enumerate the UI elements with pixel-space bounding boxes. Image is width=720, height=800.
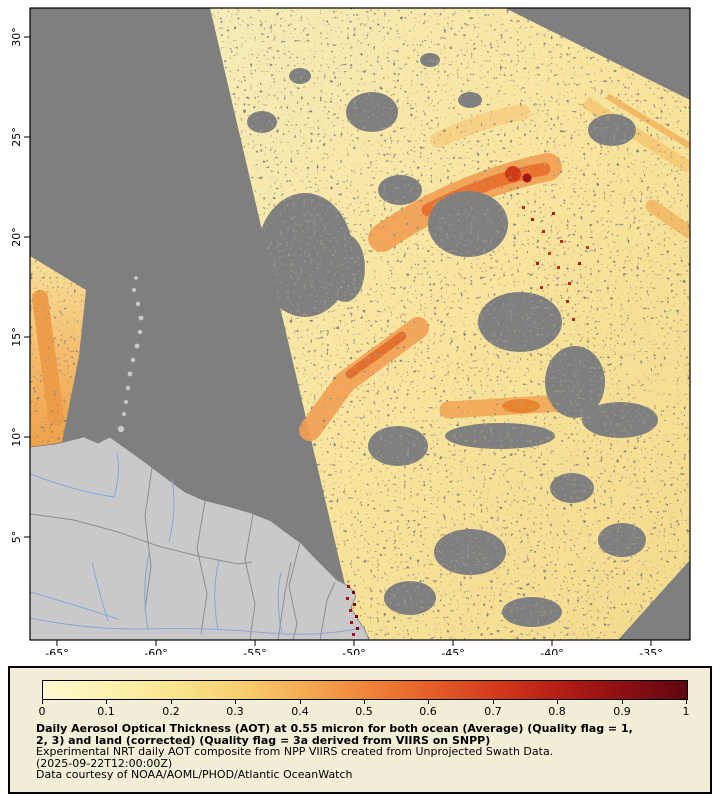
colorbar-tick-label: 0.5 (355, 705, 373, 718)
lon-tick-label: -60° (144, 647, 167, 655)
lon-tick-label: -50° (342, 647, 365, 655)
colorbar-tick-label: 0 (38, 705, 46, 718)
aot-map: 30° 25° 20° 15° 10° 5° -65° -60° -55° -5… (10, 7, 691, 660)
colorbar-tick (364, 699, 365, 704)
lon-tick-label: -45° (441, 647, 464, 655)
map-panel: 30° 25° 20° 15° 10° 5° -65° -60° -55° -5… (10, 7, 691, 660)
colorbar-tick (171, 699, 172, 704)
lat-tick-label: 25° (10, 127, 23, 147)
colorbar-tick (557, 699, 558, 704)
colorbar-tick-label: 0.3 (226, 705, 244, 718)
colorbar-tick (106, 699, 107, 704)
colorbar-tick (42, 699, 43, 704)
axis-ticks (24, 36, 652, 646)
map-frame (29, 7, 691, 641)
caption-credit: Data courtesy of NOAA/AOML/PHOD/Atlantic… (36, 768, 353, 781)
colorbar-tick-label: 0.7 (484, 705, 502, 718)
colorbar-tick-label: 0.2 (162, 705, 180, 718)
coastal-high-aot-pixels (346, 585, 359, 636)
caption-timestamp: (2025-09-22T12:00:00Z) (36, 756, 173, 770)
cloud-gaps (247, 53, 658, 627)
colorbar-tick-label: 0.9 (613, 705, 631, 718)
colorbar-tick (428, 699, 429, 704)
country-borders (30, 467, 336, 640)
caption-title-line-2: 2, 3) and land (corrected) (Quality flag… (36, 733, 491, 747)
islands-antilles (117, 276, 144, 433)
colorbar-tick (493, 699, 494, 704)
colorbar (42, 680, 688, 700)
rivers (30, 452, 362, 635)
lon-tick-label: -55° (243, 647, 266, 655)
legend-panel: 0 0.1 0.2 0.3 0.4 0.5 0.6 0.7 0.8 0.9 1 … (8, 666, 712, 794)
lat-tick-label: 5° (10, 531, 23, 544)
colorbar-tick-label: 0.8 (548, 705, 566, 718)
lat-axis-labels: 30° 25° 20° 15° 10° 5° (10, 27, 23, 543)
aerosol-red-pixels (522, 206, 589, 321)
colorbar-tick (235, 699, 236, 704)
colorbar-tick (686, 699, 687, 704)
colorbar-tick (300, 699, 301, 704)
lat-tick-label: 15° (10, 327, 23, 347)
land-south-america (30, 276, 370, 640)
lat-tick-label: 10° (10, 427, 23, 447)
legend-caption: Daily Aerosol Optical Thickness (AOT) at… (36, 723, 700, 781)
colorbar-tick-label: 0.4 (291, 705, 309, 718)
lat-tick-label: 30° (10, 27, 23, 47)
lon-axis-labels: -65° -60° -55° -50° -45° -40° -35° (45, 647, 662, 660)
lon-tick-label: -65° (45, 647, 68, 655)
colorbar-tick-label: 0.6 (419, 705, 437, 718)
colorbar-tick (622, 699, 623, 704)
colorbar-tick-label: 1 (682, 705, 690, 718)
colorbar-tick-label: 0.1 (97, 705, 115, 718)
lon-tick-label: -35° (639, 647, 662, 655)
lat-tick-label: 20° (10, 227, 23, 247)
caption-title-line-1: Daily Aerosol Optical Thickness (AOT) at… (36, 722, 633, 735)
lon-tick-label: -40° (540, 647, 563, 655)
caption-line-3: Experimental NRT daily AOT composite fro… (36, 745, 554, 758)
